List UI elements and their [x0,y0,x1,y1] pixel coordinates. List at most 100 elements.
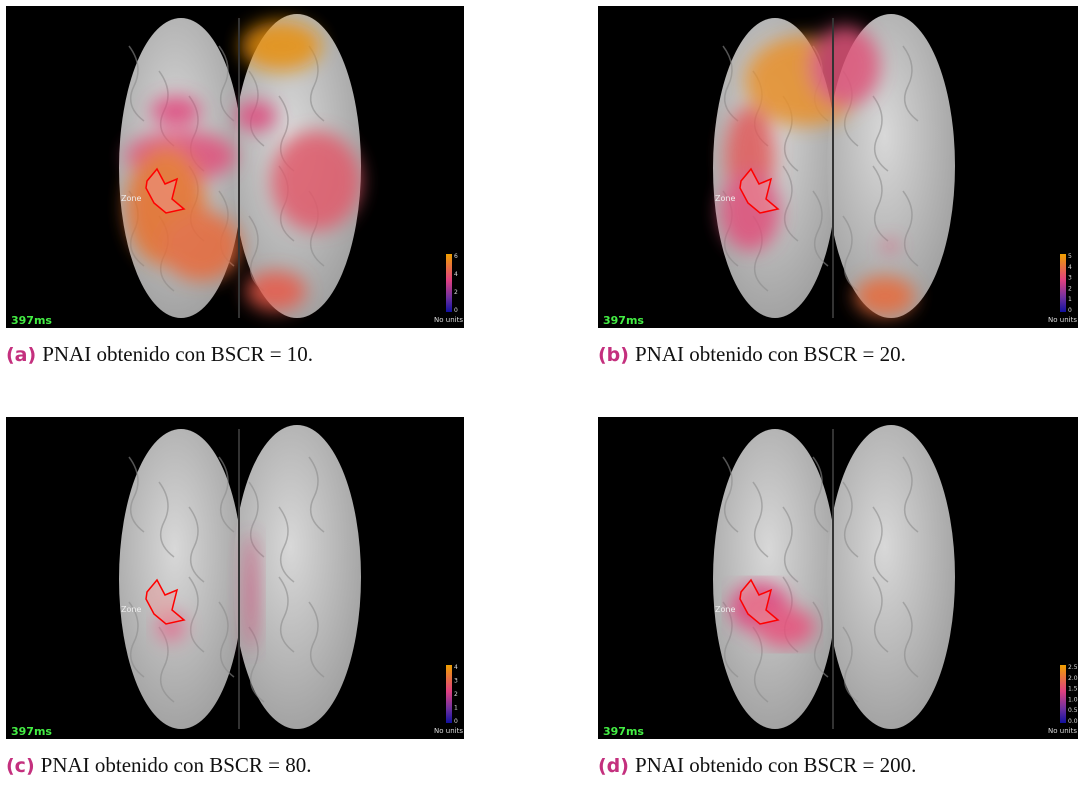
right-hemisphere [233,425,361,729]
colorbar [446,665,452,723]
activation [156,532,256,652]
sulcus [782,165,799,242]
sulcus [872,506,889,583]
activation-blob [236,101,276,131]
colorbar-tick-label: 0 [454,307,458,314]
time-label: 397ms [11,314,52,327]
colorbar-tick-label: 4 [454,664,458,671]
colorbar-tick-label: 0 [454,718,458,725]
sulcus [308,601,325,678]
units-label: No units [1048,316,1077,324]
zone-outline [145,167,186,214]
zone-label: Zone [121,605,141,614]
colorbar-tick-label: 2.5 [1068,664,1078,671]
sulcus [278,576,295,653]
activation-blob [151,96,201,126]
units-label: No units [434,727,463,735]
units-label: No units [1048,727,1077,735]
panel: Zone 397ms 6 4 2 0 No units (a) PNAI obtenido co… [6,6,464,366]
colorbar-tick-label: 0.0 [1068,718,1078,725]
activation-blob [810,26,880,106]
panel: Zone 397ms 4 3 2 1 0 No units (c) PNAI obtenido c… [6,417,464,777]
caption-text: PNAI obtenido con BSCR = 10. [42,342,314,366]
colorbar-tick-label: 1.0 [1068,696,1078,703]
activation-blob [241,21,321,71]
activation-blob [855,276,915,316]
zone-outline [739,167,780,214]
caption-text: PNAI obtenido con BSCR = 200. [634,753,917,777]
sulcus [722,456,739,533]
sulcus [158,481,175,558]
brain-view: Zone 397ms 2.5 2.0 1.5 1.0 0.5 0.0 No units [598,417,1078,739]
sulcus [872,576,889,653]
colorbar [1060,665,1066,723]
sulcus [248,481,265,558]
caption-text: PNAI obtenido con BSCR = 20. [634,342,906,366]
activation-blob [882,240,898,252]
colorbar-tick-label: 3 [1068,275,1072,282]
sulcus [812,601,829,678]
colorbar-tick-label: 2 [454,691,458,698]
caption: (c) PNAI obtenido con BSCR = 80. [6,753,312,778]
sulcus [842,626,859,703]
activation-blob [755,607,815,647]
panel: Zone 397ms 5 4 3 2 1 0 No units (b) PNAI obtenido … [598,6,1078,366]
brain-view: Zone 397ms 5 4 3 2 1 0 No units [598,6,1078,328]
caption-label: (c) [6,755,35,777]
colorbar-tick-label: 1 [454,705,458,712]
activation-blob [720,171,780,251]
activation [720,26,915,316]
right-hemisphere [827,425,955,729]
activation-blob [246,271,306,311]
sulcus [842,481,859,558]
sulcus [752,626,769,703]
sulcus [128,456,145,533]
sulcus [722,45,739,122]
sulcus [218,456,235,533]
activation-blob [246,532,256,652]
colorbar-tick-label: 6 [454,253,458,260]
activation-blob [161,211,241,281]
sulcus [782,506,799,583]
colorbar-tick-label: 0 [1068,307,1072,314]
sulcus [188,576,205,653]
sulcus [278,506,295,583]
colorbar-tick-label: 1 [1068,296,1072,303]
zone-label: Zone [715,605,735,614]
caption-label: (d) [598,755,629,777]
sulcus [872,95,889,172]
activation-blob [156,612,186,642]
sulcus [812,456,829,533]
sulcus [812,190,829,267]
caption: (b) PNAI obtenido con BSCR = 20. [598,342,906,367]
sulcus [902,190,919,267]
panel: Zone 397ms 2.5 2.0 1.5 1.0 0.5 0.0 No units (d) PN… [598,417,1078,777]
time-label: 397ms [603,725,644,738]
colorbar-tick-label: 1.5 [1068,686,1078,693]
zone-label: Zone [715,194,735,203]
colorbar-tick-label: 5 [1068,253,1072,260]
caption: (d) PNAI obtenido con BSCR = 200. [598,753,916,778]
colorbar-tick-label: 2 [454,289,458,296]
colorbar-tick-label: 0.5 [1068,707,1078,714]
colorbar-tick-label: 4 [454,271,458,278]
colorbar-tick-label: 3 [454,678,458,685]
sulcus [902,456,919,533]
activation [730,582,815,647]
zone-outline [145,578,186,625]
sulcus [188,506,205,583]
time-label: 397ms [11,725,52,738]
sulcus [722,601,739,678]
sulcus [752,481,769,558]
colorbar [1060,254,1066,312]
left-hemisphere [713,429,837,729]
zone-outline [739,578,780,625]
caption-label: (b) [598,344,629,366]
sulcus [872,165,889,242]
left-hemisphere [119,429,243,729]
caption-label: (a) [6,344,37,366]
colorbar-tick-label: 2 [1068,285,1072,292]
activation-blob [271,131,361,231]
brain-view: Zone 397ms 4 3 2 1 0 No units [6,417,464,739]
